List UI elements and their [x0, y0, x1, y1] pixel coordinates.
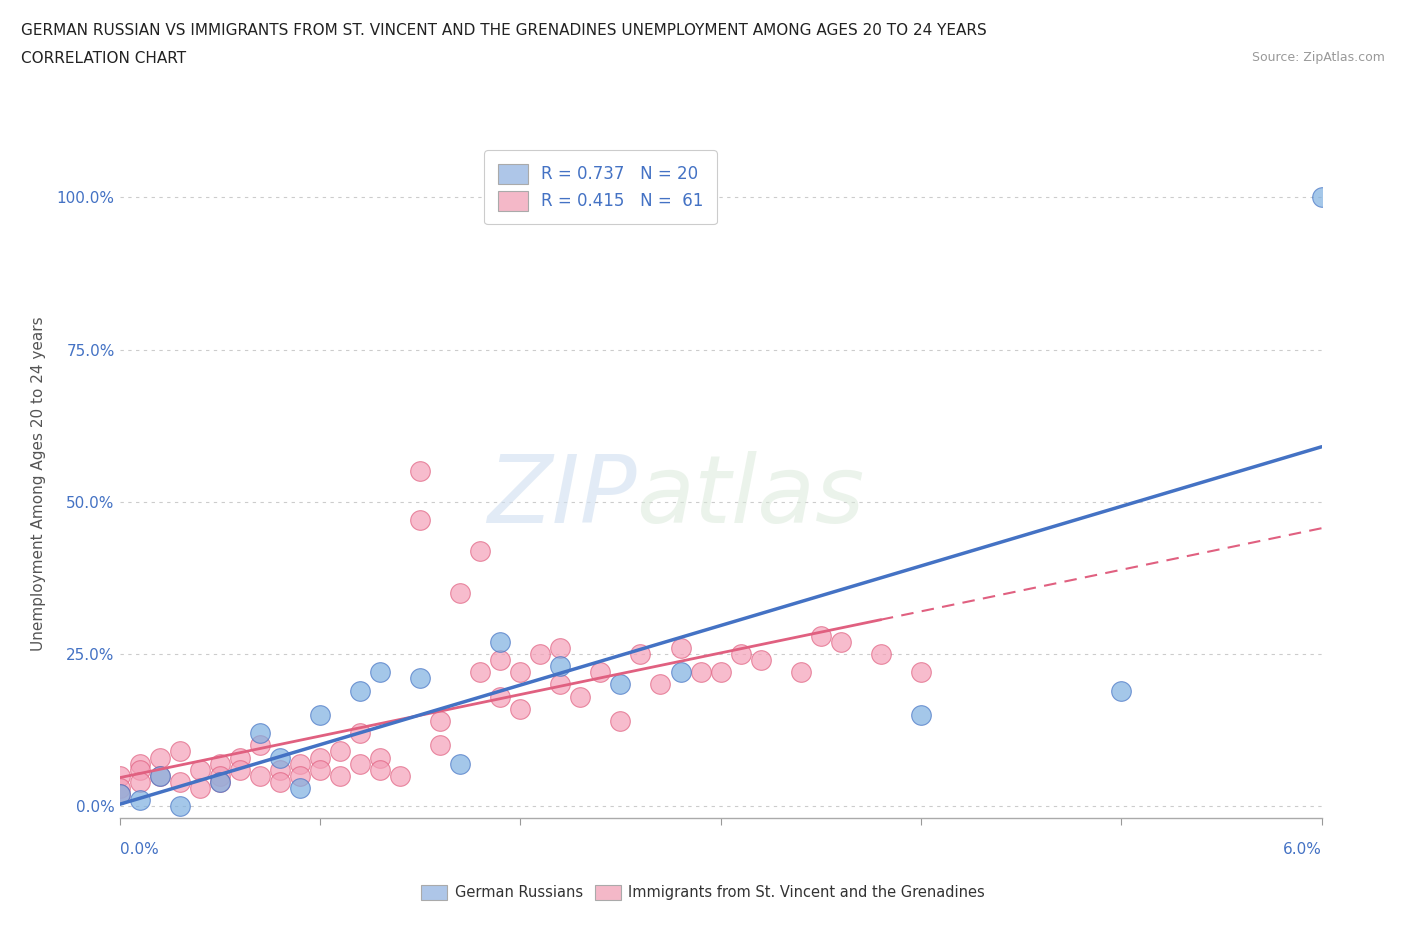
Text: Source: ZipAtlas.com: Source: ZipAtlas.com [1251, 51, 1385, 64]
Point [149, 768, 172, 783]
Point [749, 653, 772, 668]
Point [108, 768, 131, 783]
Point [489, 634, 512, 649]
Text: atlas: atlas [637, 451, 865, 542]
Point [188, 780, 211, 795]
Point [208, 775, 231, 790]
Legend: R = 0.737   N = 20, R = 0.415   N =  61: R = 0.737 N = 20, R = 0.415 N = 61 [484, 151, 717, 224]
Point [288, 768, 311, 783]
Point [208, 768, 231, 783]
Point [128, 756, 150, 771]
Point [309, 751, 332, 765]
Point [468, 543, 492, 558]
Point [910, 665, 932, 680]
Point [188, 763, 211, 777]
Point [409, 464, 432, 479]
Point [249, 768, 271, 783]
Point [790, 665, 813, 680]
Point [169, 775, 191, 790]
Point [368, 763, 391, 777]
Point [228, 763, 252, 777]
Point [249, 737, 271, 752]
Point [108, 787, 131, 802]
Text: 6.0%: 6.0% [1282, 842, 1322, 857]
Point [269, 751, 291, 765]
Text: GERMAN RUSSIAN VS IMMIGRANTS FROM ST. VINCENT AND THE GRENADINES UNEMPLOYMENT AM: GERMAN RUSSIAN VS IMMIGRANTS FROM ST. VI… [21, 23, 987, 38]
Point [548, 641, 571, 656]
Text: 0.0%: 0.0% [120, 842, 159, 857]
Point [910, 708, 932, 723]
Point [388, 768, 412, 783]
Point [269, 763, 291, 777]
Point [368, 665, 391, 680]
Point [489, 689, 512, 704]
Point [128, 775, 150, 790]
Point [1310, 190, 1333, 205]
Point [669, 665, 692, 680]
Point [349, 756, 371, 771]
Point [108, 780, 131, 795]
Point [149, 768, 172, 783]
Point [709, 665, 731, 680]
Point [349, 725, 371, 740]
Point [409, 671, 432, 685]
Point [509, 701, 531, 716]
Point [468, 665, 492, 680]
Point [108, 787, 131, 802]
Point [329, 744, 352, 759]
Point [169, 799, 191, 814]
Point [609, 677, 631, 692]
Text: ZIP: ZIP [486, 451, 637, 542]
Point [669, 641, 692, 656]
Point [228, 751, 252, 765]
Point [810, 629, 832, 644]
Point [548, 658, 571, 673]
Point [449, 756, 471, 771]
Point [329, 768, 352, 783]
Point [429, 713, 451, 728]
Point [548, 677, 571, 692]
Point [128, 792, 150, 807]
Point [349, 684, 371, 698]
Point [429, 737, 451, 752]
Point [589, 665, 612, 680]
Point [630, 646, 652, 661]
Point [128, 763, 150, 777]
Point [368, 751, 391, 765]
Point [149, 751, 172, 765]
Point [169, 744, 191, 759]
Point [529, 646, 551, 661]
Point [249, 725, 271, 740]
Point [650, 677, 672, 692]
Text: CORRELATION CHART: CORRELATION CHART [21, 51, 186, 66]
Point [609, 713, 631, 728]
Point [309, 708, 332, 723]
Point [730, 646, 752, 661]
Point [689, 665, 711, 680]
Point [288, 780, 311, 795]
Point [269, 775, 291, 790]
Point [509, 665, 531, 680]
Legend: German Russians, Immigrants from St. Vincent and the Grenadines: German Russians, Immigrants from St. Vin… [415, 879, 991, 906]
Point [208, 775, 231, 790]
Point [869, 646, 891, 661]
Point [569, 689, 592, 704]
Point [309, 763, 332, 777]
Point [208, 756, 231, 771]
Y-axis label: Unemployment Among Ages 20 to 24 years: Unemployment Among Ages 20 to 24 years [31, 316, 45, 651]
Point [1111, 684, 1133, 698]
Point [288, 756, 311, 771]
Point [449, 586, 471, 601]
Point [830, 634, 852, 649]
Point [409, 512, 432, 527]
Point [489, 653, 512, 668]
